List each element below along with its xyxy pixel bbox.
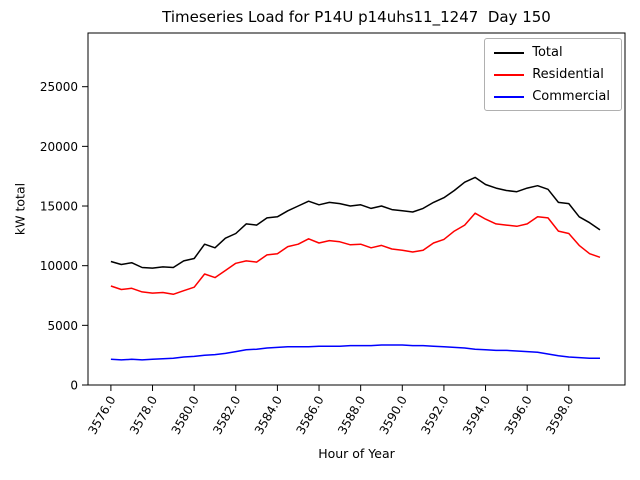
legend-line-swatch-commercial (494, 95, 525, 98)
y-tick-label: 5000 (47, 319, 78, 333)
legend-line-swatch-total (494, 51, 525, 54)
axes-frame (87, 32, 626, 386)
y-tick-label: 15000 (40, 200, 78, 214)
x-tick-label: 3584.0 (252, 394, 285, 437)
legend-entry-residential: Residential (494, 68, 610, 81)
y-tick-label: 0 (70, 379, 78, 393)
x-tick-label: 3580.0 (169, 394, 202, 437)
x-tick-label: 3578.0 (127, 394, 160, 437)
y-axis-label: kW total (12, 182, 28, 236)
x-tick-label: 3582.0 (210, 394, 243, 437)
x-axis-label: Hour of Year (318, 446, 395, 461)
x-tick-label: 3586.0 (294, 394, 327, 437)
x-tick-label: 3594.0 (460, 394, 493, 437)
x-tick-label: 3588.0 (335, 394, 368, 437)
series-line-total (110, 176, 601, 269)
series-line-residential (110, 212, 601, 296)
legend-label: Residential (532, 67, 604, 82)
legend-line-swatch-residential (494, 73, 525, 76)
y-tick-label: 25000 (40, 80, 78, 94)
x-tick-label: 3596.0 (502, 394, 535, 437)
legend-label: Commercial (532, 89, 610, 104)
x-tick-label: 3576.0 (85, 394, 118, 437)
legend-entry-commercial: Commercial (494, 90, 610, 103)
legend-entry-total: Total (494, 46, 610, 59)
chart-title: Timeseries Load for P14U p14uhs11_1247 D… (162, 8, 551, 26)
x-tick-label: 3592.0 (418, 394, 451, 437)
y-tick-label: 10000 (40, 259, 78, 273)
legend-label: Total (532, 45, 563, 60)
series-line-commercial (110, 344, 600, 361)
x-tick-label: 3598.0 (543, 394, 576, 437)
x-tick-label: 3590.0 (377, 394, 410, 437)
legend: Total Residential Commercial (484, 38, 622, 111)
y-tick-label: 20000 (40, 140, 78, 154)
